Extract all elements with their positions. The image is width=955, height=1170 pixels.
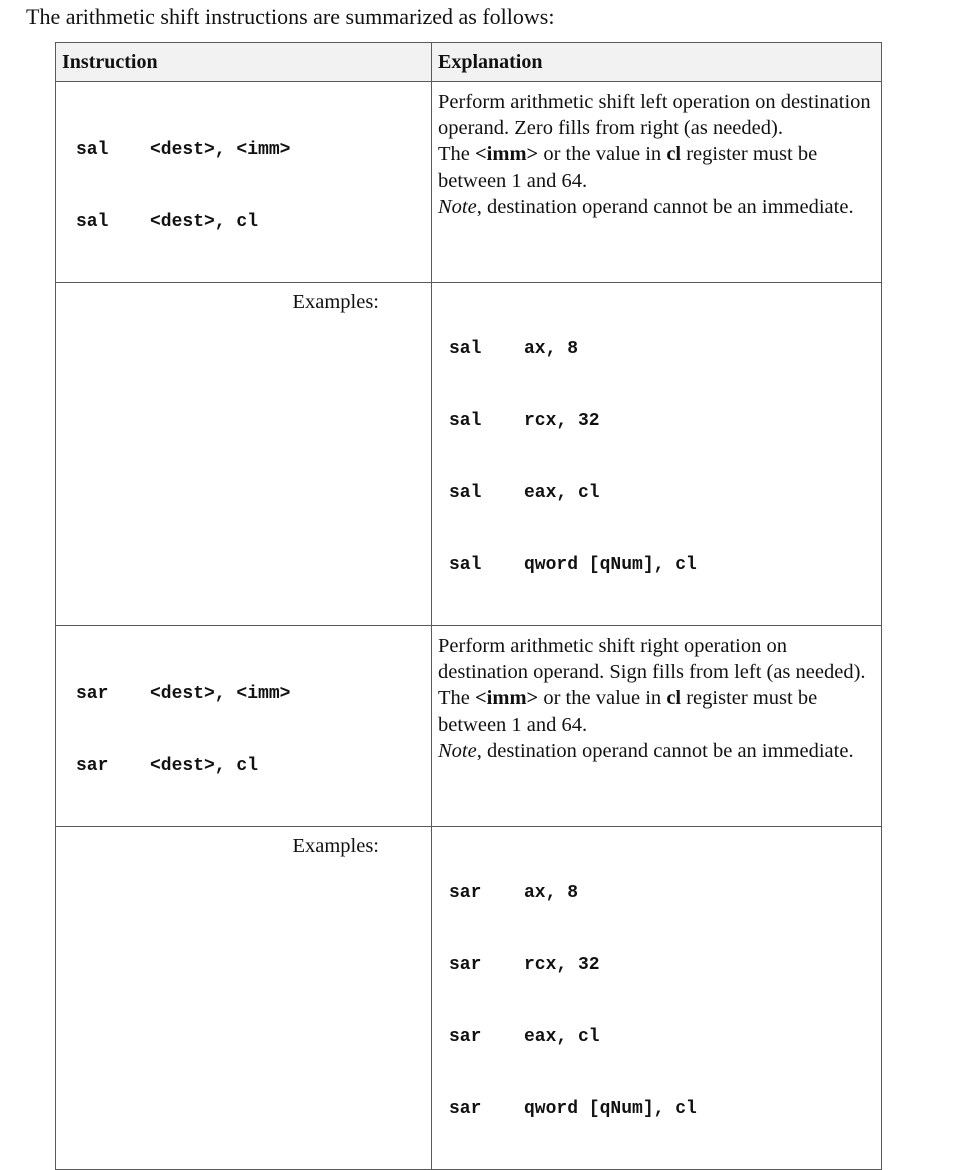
table-row-sal: sal <dest>, <imm> sal <dest>, cl Perform a… xyxy=(55,81,882,283)
header-instruction: Instruction xyxy=(55,42,432,82)
example-op: sal xyxy=(449,339,482,359)
example-args: eax, cl xyxy=(524,483,600,503)
syntax-op: sar xyxy=(76,756,109,776)
example-line: sar qword [qNum], cl xyxy=(449,1097,881,1121)
note-text: , destination operand cannot be an immed… xyxy=(476,739,854,762)
example-args: ax, 8 xyxy=(524,339,579,359)
example-op: sar xyxy=(449,1099,482,1119)
example-args: rcx, 32 xyxy=(524,955,600,975)
sal-examples-cell: sal ax, 8 sal rcx, 32 sal eax, cl sal qword … xyxy=(431,282,882,626)
example-op: sal xyxy=(449,555,482,575)
example-args: rcx, 32 xyxy=(524,411,600,431)
imm-term: <imm> xyxy=(475,143,539,166)
sal-syntax: sal <dest>, <imm> sal <dest>, cl xyxy=(56,82,431,282)
syntax-line: sal <dest>, <imm> xyxy=(76,138,431,162)
table-header-row: Instruction Explanation xyxy=(55,42,882,82)
example-op: sal xyxy=(449,483,482,503)
syntax-line: sar <dest>, cl xyxy=(76,754,431,778)
explanation-line2: The <imm> or the value in cl register mu… xyxy=(438,685,877,737)
syntax-args: <dest>, cl xyxy=(150,756,259,776)
sar-syntax-cell: sar <dest>, <imm> sar <dest>, cl xyxy=(55,625,432,827)
example-line: sal eax, cl xyxy=(449,481,881,505)
sal-examples: sal ax, 8 sal rcx, 32 sal eax, cl sal qword … xyxy=(432,283,881,625)
example-line: sal qword [qNum], cl xyxy=(449,553,881,577)
sal-syntax-cell: sal <dest>, <imm> sal <dest>, cl xyxy=(55,81,432,283)
syntax-op: sal xyxy=(76,140,109,160)
sar-examples: sar ax, 8 sar rcx, 32 sar eax, cl sar qword … xyxy=(432,827,881,1169)
example-args: qword [qNum], cl xyxy=(524,555,697,575)
example-op: sal xyxy=(449,411,482,431)
example-line: sal ax, 8 xyxy=(449,337,881,361)
text-fragment: register must be between 1 and 64. xyxy=(438,687,818,736)
example-line: sar rcx, 32 xyxy=(449,953,881,977)
syntax-line: sar <dest>, <imm> xyxy=(76,682,431,706)
explanation-note: Note, destination operand cannot be an i… xyxy=(438,738,877,764)
explanation-note: Note, destination operand cannot be an i… xyxy=(438,194,877,220)
sar-examples-label-cell: Examples: xyxy=(55,826,432,1170)
sar-syntax: sar <dest>, <imm> sar <dest>, cl xyxy=(56,626,431,826)
explanation-line2: The <imm> or the value in cl register mu… xyxy=(438,141,877,193)
syntax-op: sal xyxy=(76,212,109,232)
cl-term: cl xyxy=(666,687,682,710)
example-args: ax, 8 xyxy=(524,883,579,903)
note-text: , destination operand cannot be an immed… xyxy=(476,195,854,218)
sal-explanation: Perform arithmetic shift left operation … xyxy=(432,82,881,224)
examples-label: Examples: xyxy=(292,291,379,313)
examples-label: Examples: xyxy=(292,835,379,857)
text-fragment: The xyxy=(438,687,475,710)
imm-term: <imm> xyxy=(475,687,539,710)
text-fragment: The xyxy=(438,143,475,166)
header-explanation: Explanation xyxy=(431,42,882,82)
syntax-args: <dest>, <imm> xyxy=(150,140,291,160)
example-line: sal rcx, 32 xyxy=(449,409,881,433)
syntax-line: sal <dest>, cl xyxy=(76,210,431,234)
text-fragment: or the value in xyxy=(538,143,667,166)
syntax-op: sar xyxy=(76,684,109,704)
explanation-line1: Perform arithmetic shift right operation… xyxy=(438,635,866,684)
example-op: sar xyxy=(449,955,482,975)
syntax-args: <dest>, <imm> xyxy=(150,684,291,704)
sar-explanation: Perform arithmetic shift right operation… xyxy=(432,626,881,768)
cl-term: cl xyxy=(666,143,682,166)
text-fragment: register must be between 1 and 64. xyxy=(438,143,818,192)
text-fragment: or the value in xyxy=(538,687,667,710)
example-line: sar ax, 8 xyxy=(449,881,881,905)
sar-examples-cell: sar ax, 8 sar rcx, 32 sar eax, cl sar qword … xyxy=(431,826,882,1170)
intro-text: The arithmetic shift instructions are su… xyxy=(26,4,555,29)
note-label: Note xyxy=(438,739,477,762)
example-op: sar xyxy=(449,883,482,903)
example-args: eax, cl xyxy=(524,1027,600,1047)
example-line: sar eax, cl xyxy=(449,1025,881,1049)
note-label: Note xyxy=(438,195,477,218)
example-op: sar xyxy=(449,1027,482,1047)
shift-instructions-table: Instruction Explanation sal <dest>, <imm>… xyxy=(55,42,882,1170)
table-row-sar-examples: Examples: sar ax, 8 sar rcx, 32 sar eax, cl… xyxy=(55,826,882,1170)
example-args: qword [qNum], cl xyxy=(524,1099,697,1119)
sal-examples-label-cell: Examples: xyxy=(55,282,432,626)
table-row-sar: sar <dest>, <imm> sar <dest>, cl Perform a… xyxy=(55,625,882,827)
table-row-sal-examples: Examples: sal ax, 8 sal rcx, 32 sal eax, cl… xyxy=(55,282,882,626)
explanation-line1: Perform arithmetic shift left operation … xyxy=(438,91,871,140)
sal-explanation-cell: Perform arithmetic shift left operation … xyxy=(431,81,882,283)
sar-explanation-cell: Perform arithmetic shift right operation… xyxy=(431,625,882,827)
syntax-args: <dest>, cl xyxy=(150,212,259,232)
